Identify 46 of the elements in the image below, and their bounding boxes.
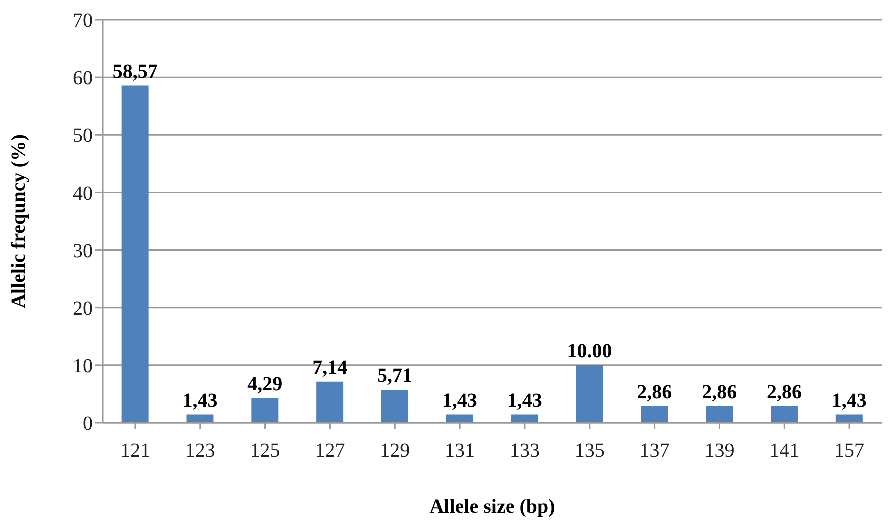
x-tick-label: 129	[380, 440, 410, 462]
x-tick-label: 127	[315, 440, 346, 462]
data-label: 2,86	[702, 382, 738, 404]
y-tick-label: 50	[73, 125, 93, 148]
x-tick-label: 157	[834, 440, 865, 462]
bar	[316, 382, 344, 423]
bar	[641, 406, 668, 423]
x-tick-label: 125	[250, 440, 280, 462]
x-tick-label: 123	[185, 440, 216, 462]
bar	[381, 390, 408, 423]
x-tick-label: 135	[574, 440, 605, 462]
data-label: 1,43	[832, 390, 867, 412]
data-label: 58,57	[112, 60, 158, 83]
x-tick-label: 141	[770, 440, 800, 462]
data-label: 7,14	[312, 356, 348, 379]
y-tick-label: 40	[73, 182, 93, 205]
bar	[122, 86, 149, 423]
x-tick-label: 131	[445, 440, 476, 462]
bar	[446, 414, 474, 423]
bar	[576, 365, 604, 423]
bar	[836, 414, 863, 423]
data-label: 4,29	[248, 373, 283, 396]
y-tick-label: 70	[73, 10, 93, 32]
data-label: 1,43	[442, 390, 478, 412]
y-tick-label: 60	[73, 68, 93, 90]
bar	[770, 406, 798, 423]
x-tick-label: 139	[704, 440, 735, 462]
y-axis-title: Allelic frequncy (%)	[8, 134, 30, 309]
bar	[706, 406, 734, 423]
y-tick-label: 30	[73, 240, 93, 262]
y-tick-label: 20	[73, 298, 93, 320]
y-tick-label: 0	[83, 413, 93, 436]
data-label: 1,43	[507, 390, 542, 412]
bar	[252, 398, 279, 423]
x-axis-title: Allele size (bp)	[430, 496, 556, 518]
x-tick-label: 133	[510, 440, 540, 462]
data-label: 2,86	[766, 382, 802, 404]
data-label: 1,43	[182, 390, 218, 412]
bar	[511, 414, 538, 423]
data-label: 10.00	[567, 340, 612, 362]
x-tick-label: 137	[640, 440, 670, 462]
data-label: 2,86	[637, 382, 672, 404]
y-tick-label: 10	[73, 356, 93, 378]
x-tick-label: 121	[120, 440, 150, 462]
bar	[186, 414, 214, 423]
data-label: 5,71	[377, 365, 412, 388]
